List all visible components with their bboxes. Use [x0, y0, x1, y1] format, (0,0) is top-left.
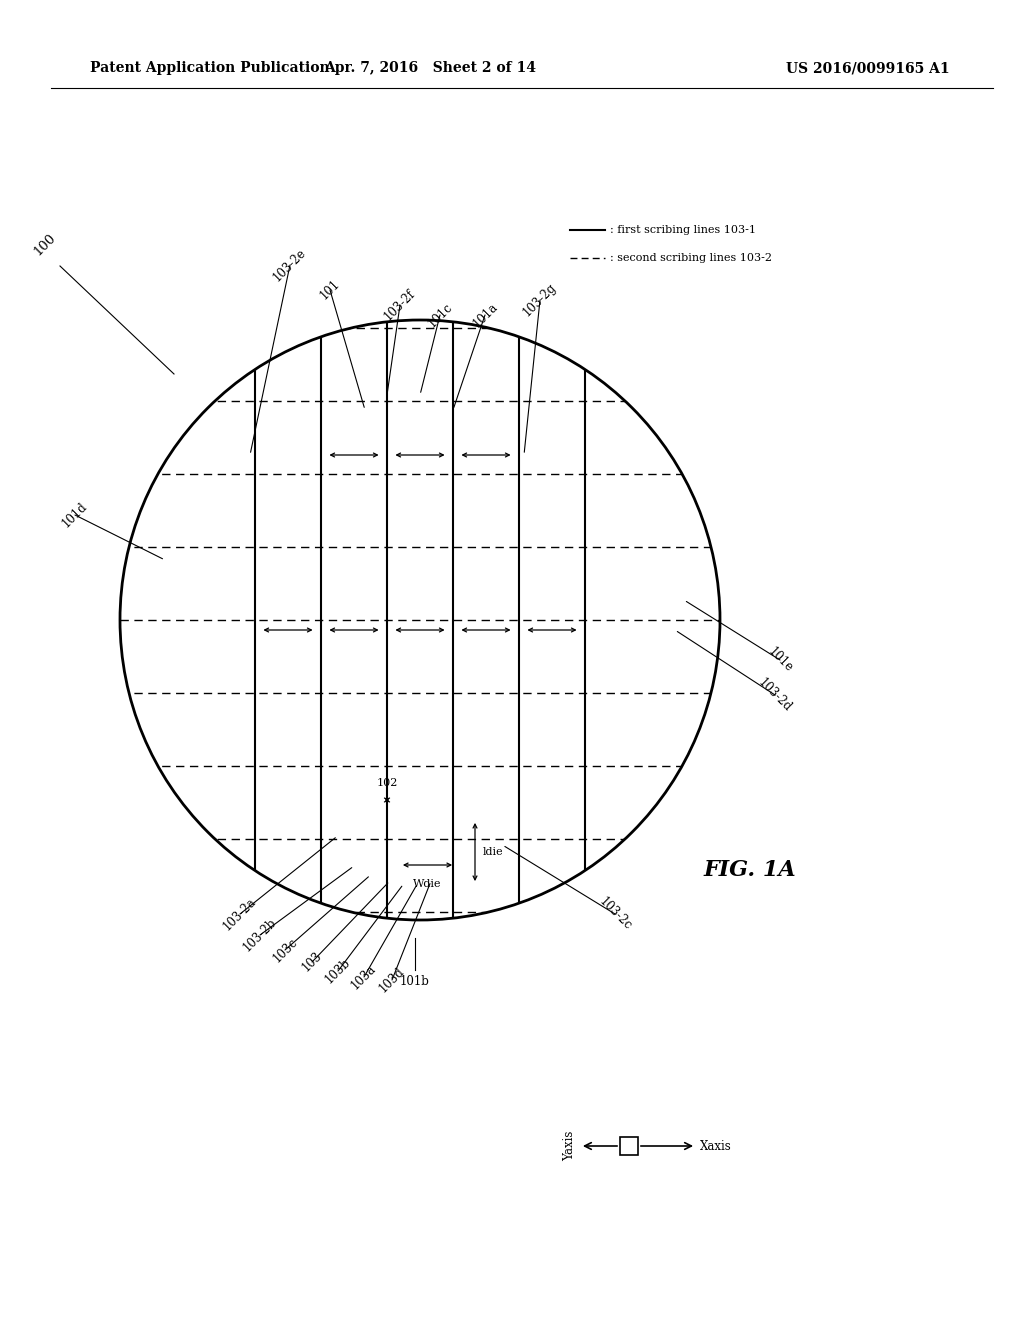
Bar — [524, 333, 580, 396]
Text: 103: 103 — [299, 949, 325, 974]
Bar — [260, 333, 315, 396]
Bar — [620, 1137, 638, 1155]
Bar — [392, 552, 447, 615]
Bar — [459, 479, 513, 543]
Text: US 2016/0099165 A1: US 2016/0099165 A1 — [786, 61, 950, 75]
Bar — [459, 552, 513, 615]
Bar — [260, 552, 315, 615]
Text: Yaxis: Yaxis — [563, 1131, 575, 1162]
Bar — [260, 624, 315, 689]
Text: Xaxis: Xaxis — [700, 1139, 732, 1152]
Bar — [392, 333, 447, 396]
Text: 101b: 101b — [400, 975, 430, 987]
Text: 101d: 101d — [59, 500, 90, 531]
Text: 103-2c: 103-2c — [596, 895, 634, 933]
Bar — [459, 624, 513, 689]
Bar — [392, 624, 447, 689]
Bar — [524, 405, 580, 470]
Bar — [524, 843, 580, 908]
Text: : second scribing lines 103-2: : second scribing lines 103-2 — [610, 253, 772, 263]
Bar — [260, 479, 315, 543]
Text: 101c: 101c — [425, 300, 455, 330]
Bar — [524, 552, 580, 615]
Bar — [459, 771, 513, 834]
Text: 103-2a: 103-2a — [221, 895, 259, 933]
Text: 103-2b: 103-2b — [241, 916, 280, 954]
Text: : first scribing lines 103-1: : first scribing lines 103-1 — [610, 224, 756, 235]
Text: 102: 102 — [376, 777, 397, 788]
Text: FIG. 1A: FIG. 1A — [703, 859, 797, 880]
Bar — [327, 697, 382, 762]
Bar — [327, 843, 382, 908]
Bar — [327, 405, 382, 470]
Text: ldie: ldie — [483, 847, 504, 857]
Bar — [260, 771, 315, 834]
Bar — [524, 771, 580, 834]
Text: Patent Application Publication: Patent Application Publication — [90, 61, 330, 75]
Bar — [459, 697, 513, 762]
Text: 103c: 103c — [270, 935, 300, 965]
Bar — [524, 479, 580, 543]
Text: 103-2f: 103-2f — [382, 286, 418, 323]
Text: 103a: 103a — [349, 962, 379, 993]
Bar — [327, 552, 382, 615]
Text: 103d: 103d — [377, 965, 408, 995]
Bar — [392, 843, 447, 908]
Text: 103-2e: 103-2e — [271, 246, 309, 284]
Bar — [524, 624, 580, 689]
Text: 100: 100 — [32, 231, 58, 259]
Bar — [459, 405, 513, 470]
Bar — [260, 843, 315, 908]
Bar — [459, 843, 513, 908]
Bar — [327, 479, 382, 543]
Bar — [327, 333, 382, 396]
Bar — [327, 624, 382, 689]
Bar — [327, 771, 382, 834]
Text: Apr. 7, 2016   Sheet 2 of 14: Apr. 7, 2016 Sheet 2 of 14 — [324, 61, 536, 75]
Text: 101a: 101a — [470, 300, 500, 330]
Text: 103b: 103b — [323, 956, 353, 986]
Bar — [459, 333, 513, 396]
Text: 103-2d: 103-2d — [756, 676, 795, 714]
Bar — [260, 405, 315, 470]
Bar — [392, 479, 447, 543]
Text: 101e: 101e — [765, 645, 795, 675]
Bar — [392, 405, 447, 470]
Text: 103-2g: 103-2g — [521, 281, 559, 319]
Bar — [392, 697, 447, 762]
Bar — [260, 697, 315, 762]
Bar — [392, 771, 447, 834]
Bar — [524, 697, 580, 762]
Text: Wdie: Wdie — [414, 879, 441, 888]
Text: 101: 101 — [317, 277, 342, 302]
